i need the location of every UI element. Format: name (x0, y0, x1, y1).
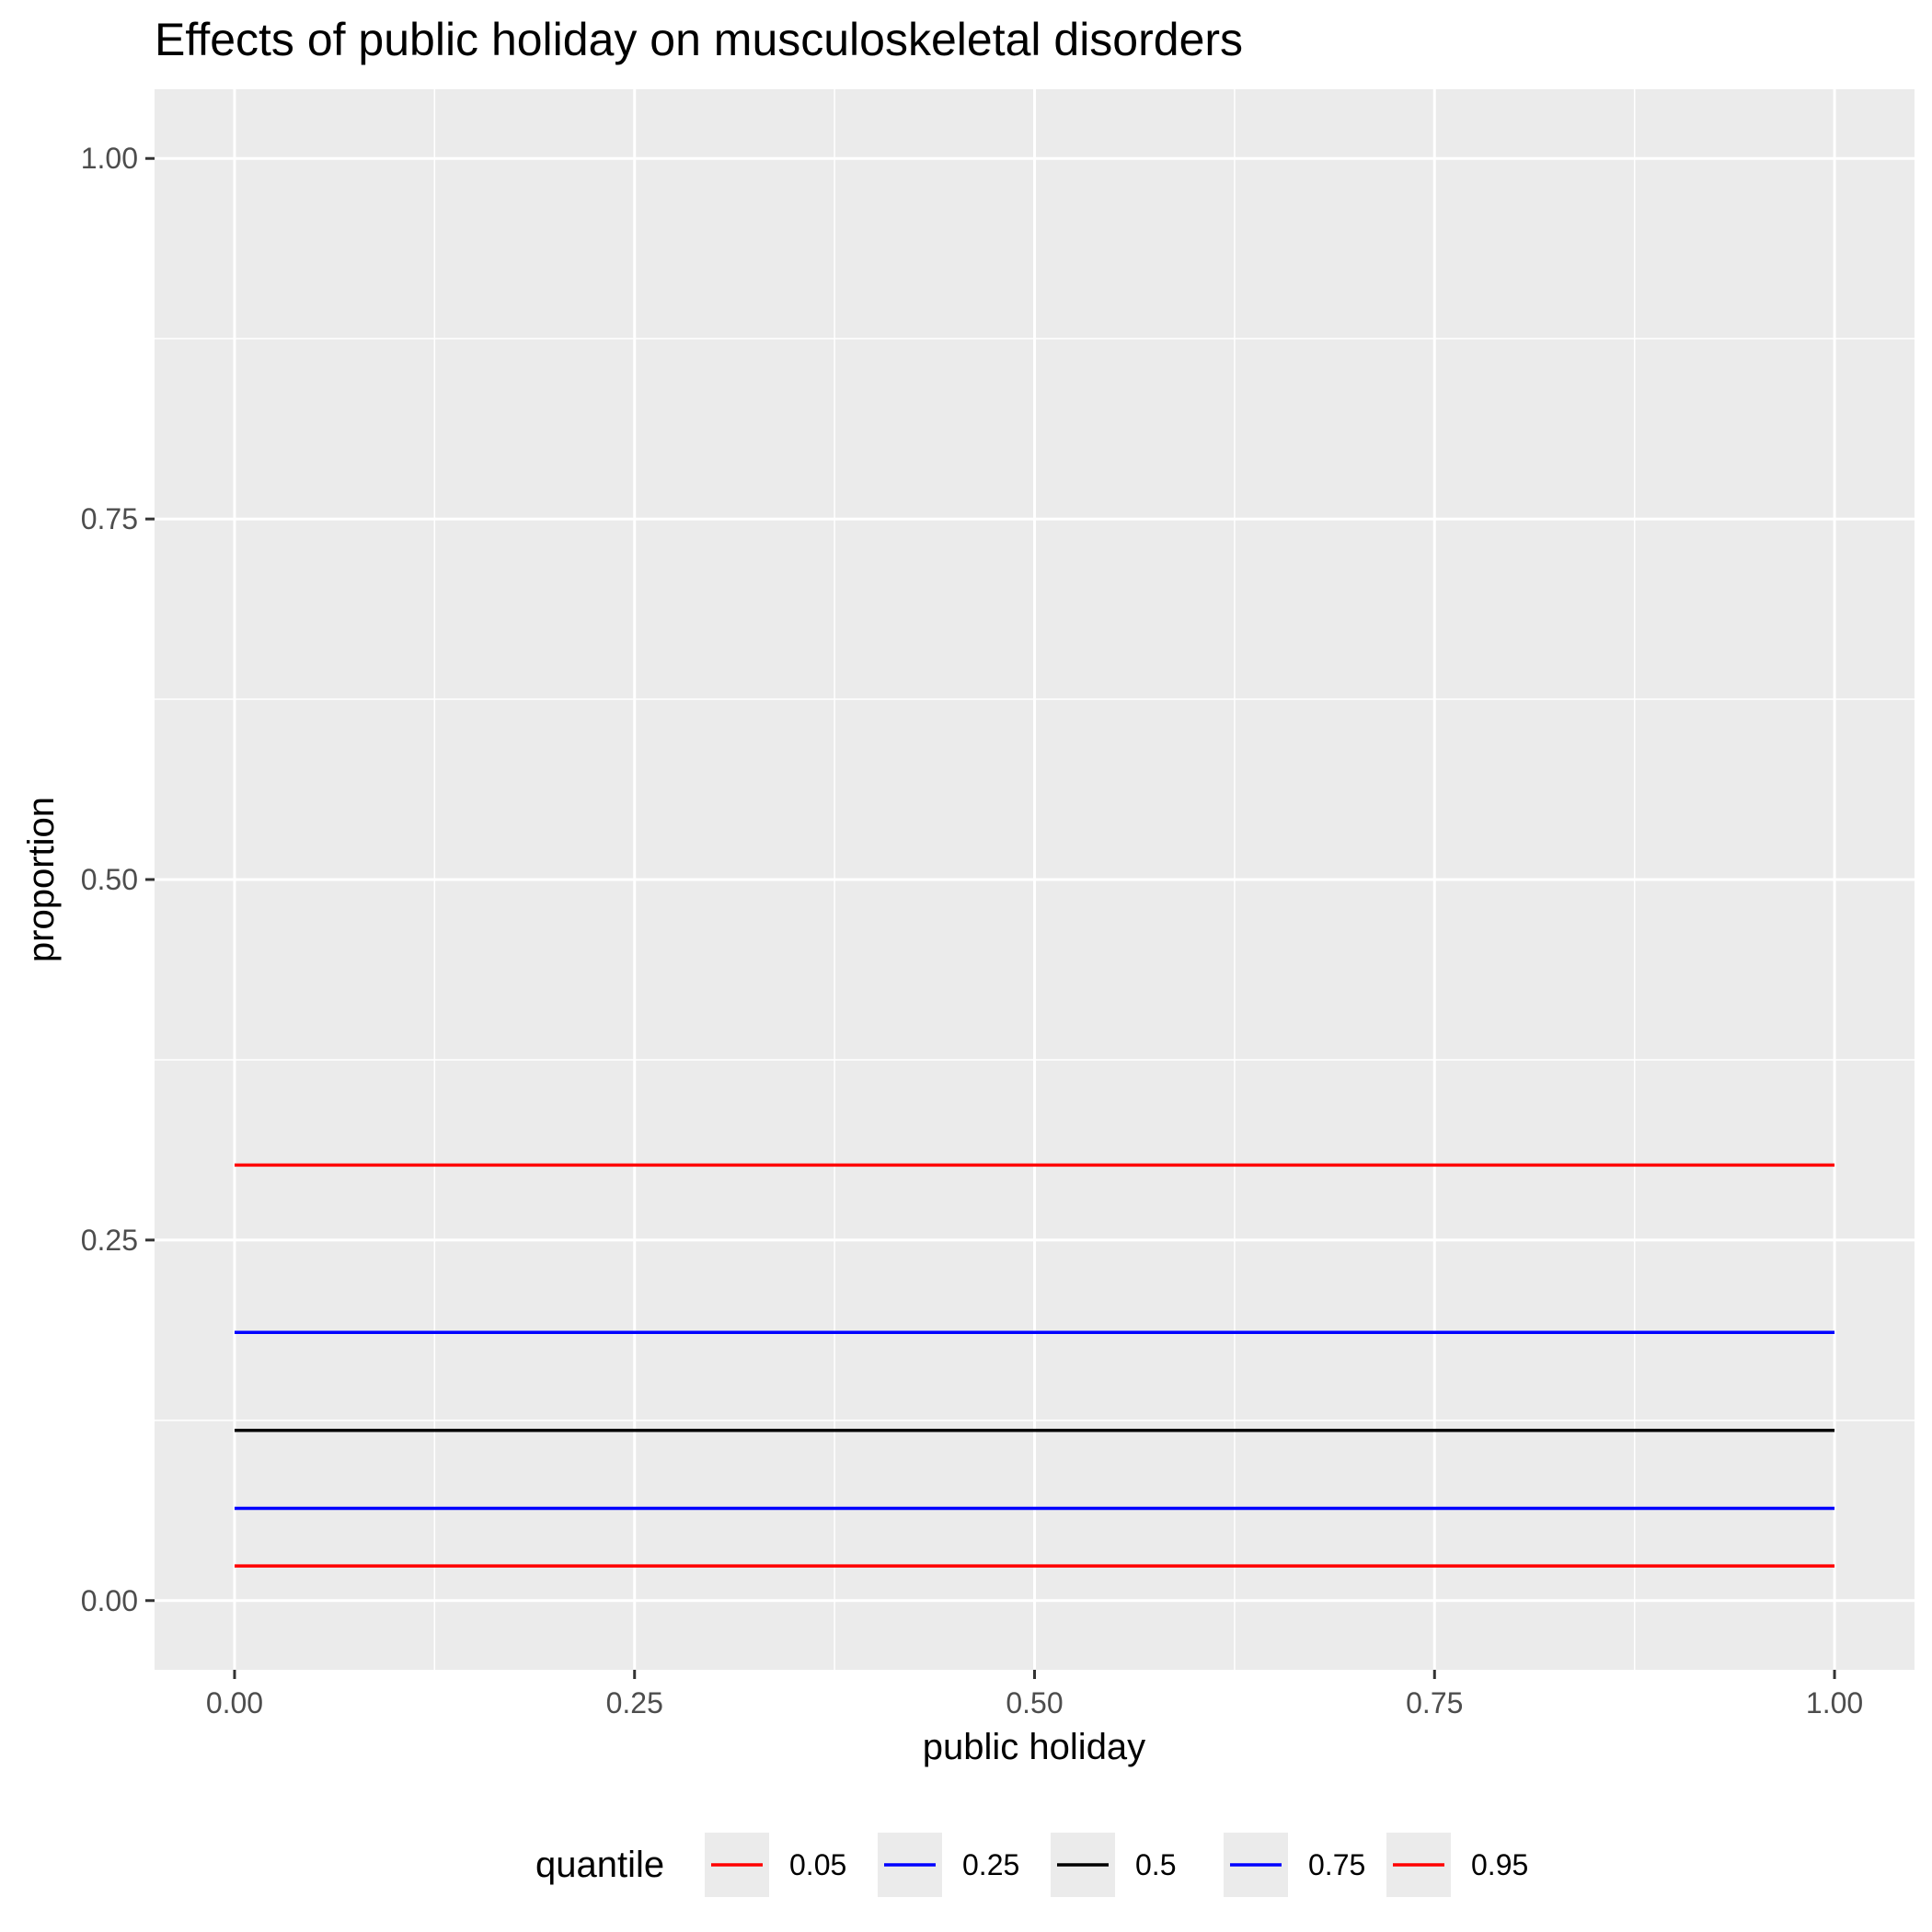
series-lines (234, 1163, 1835, 1568)
legend: quantile 0.05 0.25 0.5 0.75 0.95 (535, 1833, 1528, 1897)
y-tick-label: 0.00 (81, 1584, 138, 1617)
y-axis: 0.00 0.25 0.50 0.75 1.00 (81, 142, 155, 1617)
x-tick-label: 0.25 (606, 1686, 663, 1719)
x-axis: 0.00 0.25 0.50 0.75 1.00 (206, 1670, 1863, 1719)
y-tick-label: 0.75 (81, 502, 138, 535)
x-axis-title: public holiday (923, 1727, 1145, 1767)
legend-title: quantile (535, 1845, 664, 1885)
legend-label: 0.75 (1308, 1848, 1365, 1881)
x-tick-label: 1.00 (1806, 1686, 1863, 1719)
legend-label: 0.25 (962, 1848, 1019, 1881)
legend-label: 0.95 (1471, 1848, 1528, 1881)
x-tick-label: 0.00 (206, 1686, 263, 1719)
y-axis-title: proportion (21, 797, 62, 962)
x-tick-label: 0.50 (1006, 1686, 1063, 1719)
chart-title: Effects of public holiday on musculoskel… (155, 14, 1243, 65)
legend-label: 0.05 (789, 1848, 846, 1881)
y-tick-label: 0.50 (81, 863, 138, 896)
legend-items: 0.05 0.25 0.5 0.75 0.95 (705, 1833, 1528, 1897)
grid-major (155, 89, 1915, 1670)
legend-label: 0.5 (1135, 1848, 1176, 1881)
x-tick-label: 0.75 (1406, 1686, 1463, 1719)
y-tick-label: 0.25 (81, 1224, 138, 1257)
y-tick-label: 1.00 (81, 142, 138, 175)
